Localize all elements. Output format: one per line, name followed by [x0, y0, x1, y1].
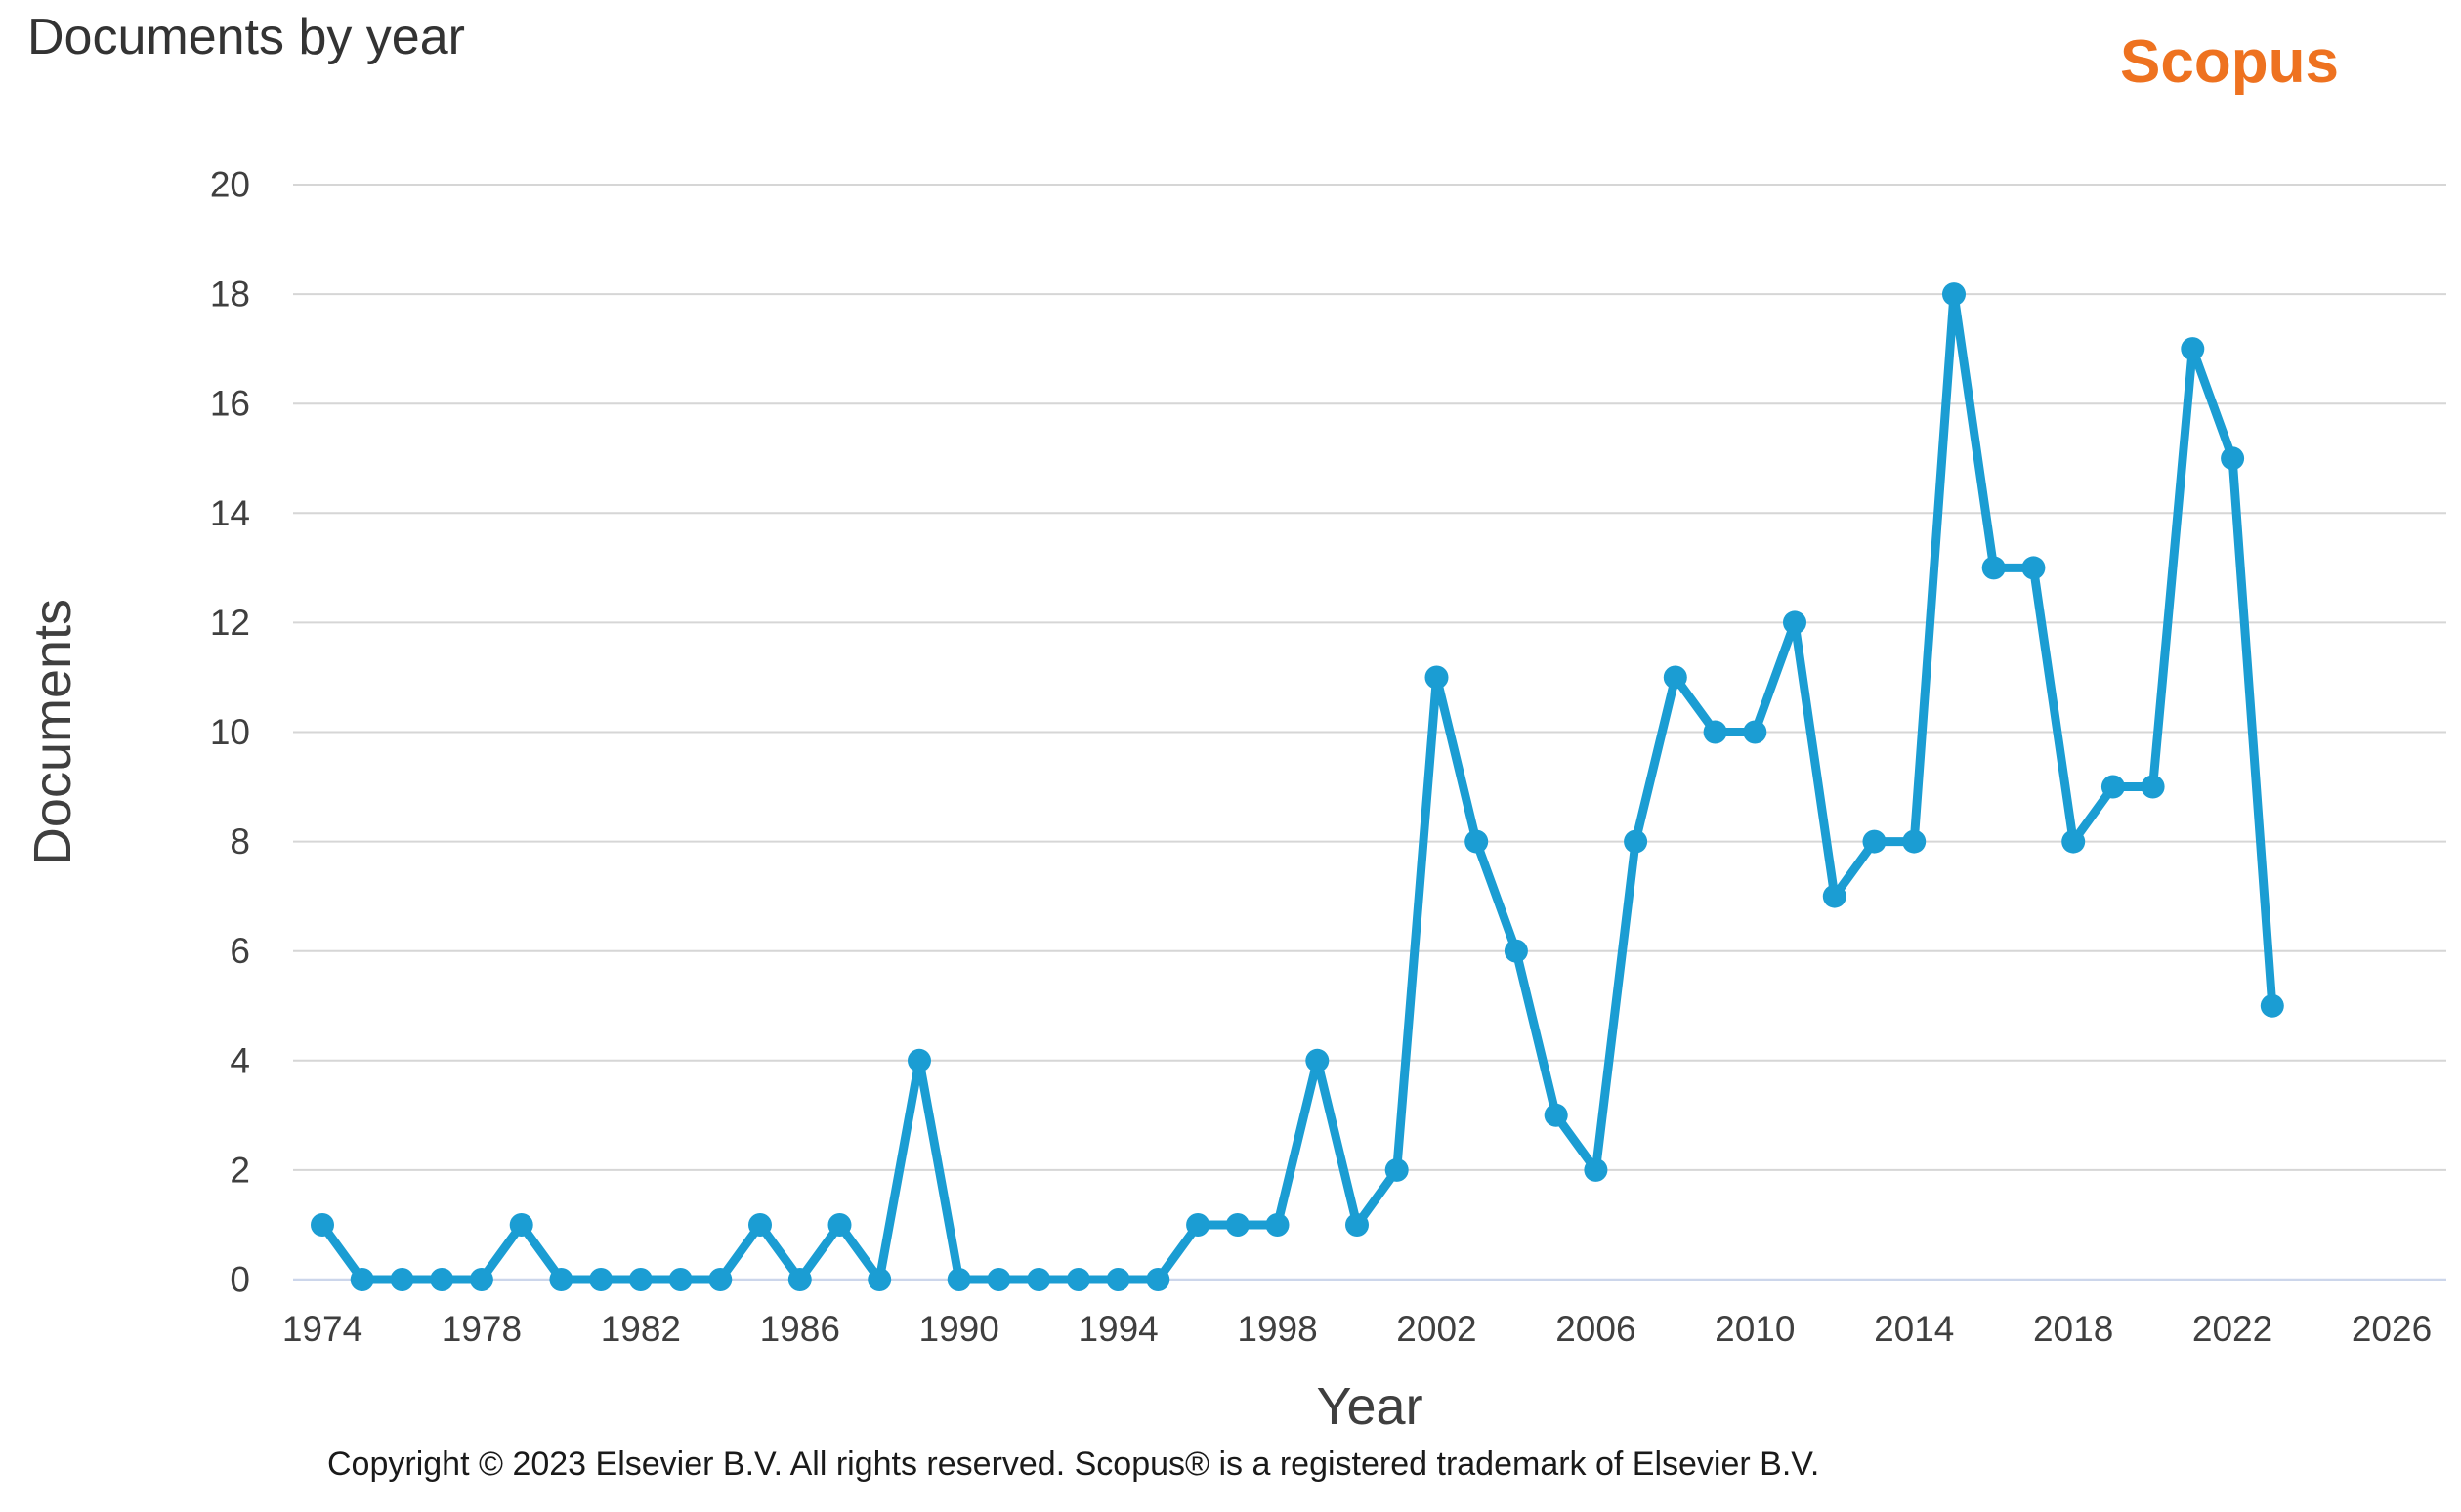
data-point-marker[interactable]: [1384, 1157, 1409, 1182]
data-point-marker[interactable]: [2061, 829, 2086, 854]
copyright-text: Copyright © 2023 Elsevier B.V. All right…: [327, 1446, 1820, 1483]
data-point-marker[interactable]: [1981, 556, 2006, 580]
data-point-marker[interactable]: [1663, 665, 1687, 690]
x-tick-label: 1978: [442, 1309, 522, 1349]
data-point-marker[interactable]: [908, 1048, 931, 1072]
data-point-marker[interactable]: [987, 1268, 1011, 1291]
x-tick-label: 1990: [919, 1309, 999, 1349]
data-point-marker[interactable]: [1624, 829, 1648, 854]
data-point-marker[interactable]: [827, 1213, 852, 1237]
x-tick-label: 1986: [760, 1309, 840, 1349]
data-point-marker[interactable]: [628, 1268, 653, 1291]
x-tick-label: 2010: [1715, 1309, 1795, 1349]
x-tick-label: 1982: [601, 1309, 681, 1349]
data-point-marker[interactable]: [1186, 1213, 1210, 1237]
data-point-marker[interactable]: [390, 1268, 414, 1291]
data-point-marker[interactable]: [1703, 720, 1727, 744]
x-tick-label: 2022: [2192, 1309, 2272, 1349]
x-tick-label: 2002: [1396, 1309, 1476, 1349]
y-tick-label: 4: [230, 1040, 250, 1080]
y-axis-title: Documents: [23, 599, 82, 865]
data-point-marker[interactable]: [509, 1213, 533, 1237]
data-point-marker[interactable]: [708, 1268, 733, 1291]
data-point-marker[interactable]: [1265, 1213, 1290, 1237]
data-point-marker[interactable]: [2260, 993, 2284, 1018]
data-point-marker[interactable]: [1783, 610, 1806, 635]
data-point-marker[interactable]: [1424, 665, 1449, 690]
data-point-marker[interactable]: [668, 1268, 693, 1291]
data-point-marker[interactable]: [1225, 1213, 1250, 1237]
data-point-marker[interactable]: [1862, 829, 1887, 854]
y-tick-label: 6: [230, 931, 250, 971]
y-tick-label: 12: [210, 603, 250, 643]
data-point-marker[interactable]: [748, 1213, 772, 1237]
data-point-marker[interactable]: [947, 1268, 971, 1291]
data-point-marker[interactable]: [1146, 1268, 1170, 1291]
series-line: [318, 289, 2277, 1284]
data-point-marker[interactable]: [549, 1268, 573, 1291]
data-point-marker[interactable]: [2221, 446, 2245, 471]
data-point-marker[interactable]: [1066, 1268, 1090, 1291]
x-tick-label: 2006: [1555, 1309, 1635, 1349]
data-point-marker[interactable]: [1504, 939, 1528, 963]
y-tick-label: 10: [210, 712, 250, 752]
scopus-logo[interactable]: Scopus: [2120, 28, 2339, 96]
data-point-marker[interactable]: [2181, 337, 2205, 361]
data-point-marker[interactable]: [350, 1268, 374, 1291]
x-tick-label: 2014: [1874, 1309, 1954, 1349]
data-point-marker[interactable]: [1345, 1213, 1369, 1237]
data-point-marker[interactable]: [2141, 775, 2165, 799]
y-tick-label: 8: [230, 821, 250, 861]
y-tick-label: 2: [230, 1150, 250, 1190]
data-point-marker[interactable]: [1743, 720, 1767, 744]
data-point-marker[interactable]: [1464, 829, 1489, 854]
x-tick-label: 1974: [282, 1309, 362, 1349]
x-tick-label: 2018: [2033, 1309, 2113, 1349]
chart-title: Documents by year: [27, 9, 465, 65]
y-tick-label: 14: [210, 493, 250, 533]
x-axis-title: Year: [1316, 1377, 1422, 1436]
data-point-marker[interactable]: [2100, 775, 2125, 799]
y-tick-label: 18: [210, 274, 250, 315]
data-point-marker[interactable]: [1902, 829, 1927, 854]
data-point-marker[interactable]: [1106, 1268, 1130, 1291]
x-tick-label: 2026: [2352, 1309, 2432, 1349]
data-point-marker[interactable]: [1822, 884, 1846, 908]
data-point-marker[interactable]: [1544, 1103, 1568, 1127]
data-point-marker[interactable]: [787, 1268, 812, 1291]
data-point-marker[interactable]: [430, 1268, 454, 1291]
data-point-marker[interactable]: [868, 1268, 892, 1291]
x-tick-label: 1998: [1237, 1309, 1317, 1349]
data-point-marker[interactable]: [469, 1268, 493, 1291]
data-point-marker[interactable]: [311, 1213, 334, 1237]
y-tick-label: 16: [210, 384, 250, 424]
data-point-marker[interactable]: [1942, 282, 1966, 307]
data-point-marker[interactable]: [589, 1268, 614, 1291]
y-tick-label: 0: [230, 1260, 250, 1300]
y-tick-label: 20: [210, 165, 250, 205]
data-point-marker[interactable]: [1305, 1048, 1330, 1072]
data-point-marker[interactable]: [1027, 1268, 1051, 1291]
data-point-marker[interactable]: [2021, 556, 2046, 580]
x-tick-label: 1994: [1078, 1309, 1158, 1349]
data-point-marker[interactable]: [1584, 1157, 1608, 1182]
